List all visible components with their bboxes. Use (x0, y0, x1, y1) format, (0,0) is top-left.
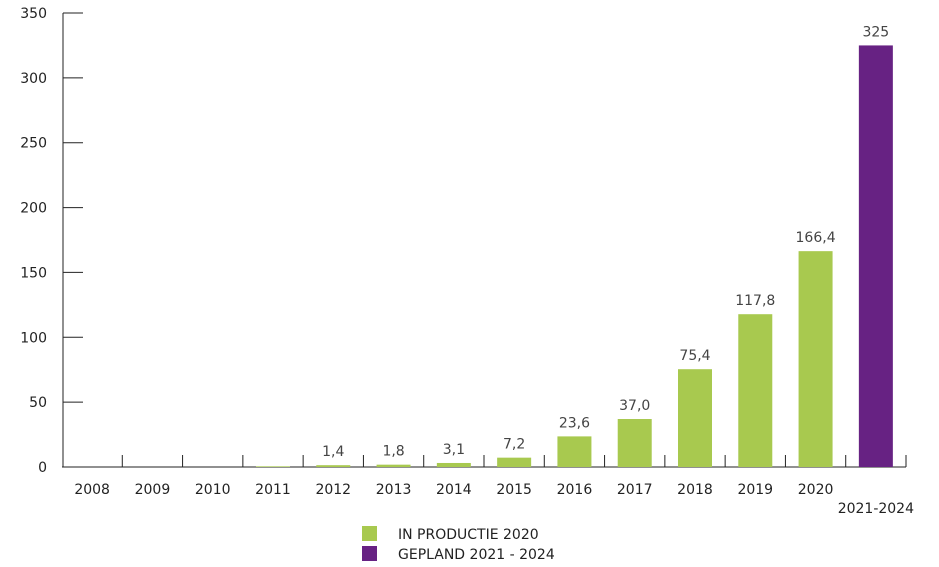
data-labels: 1,4 1,8 3,1 7,2 23,6 37,0 75,4 117,8 166,4 325 (322, 24, 889, 460)
legend-swatch-planned (362, 546, 377, 561)
y-tick-label: 250 (20, 136, 47, 152)
x-tick-label: 2008 (74, 482, 110, 498)
bar-2016 (557, 436, 592, 467)
y-tick-label: 200 (20, 201, 47, 217)
bar-2017 (617, 419, 652, 467)
bar-2014 (436, 462, 471, 467)
y-tick-label: 100 (20, 330, 47, 346)
y-tick-label: 50 (29, 395, 47, 411)
y-tick-label: 0 (38, 460, 47, 476)
y-tick-label: 150 (20, 265, 47, 281)
legend-label-planned: GEPLAND 2021 - 2024 (398, 547, 555, 563)
bar-2020 (798, 251, 833, 467)
data-label: 7,2 (503, 437, 525, 453)
bars (256, 45, 893, 468)
bar-2021-2024 (858, 45, 893, 468)
x-tick-label: 2017 (617, 482, 653, 498)
y-tick-label: 300 (20, 71, 47, 87)
x-tick-label: 2021-2024 (838, 501, 914, 517)
x-tick-label: 2010 (195, 482, 231, 498)
data-label: 75,4 (679, 348, 710, 364)
x-tick-label: 2019 (737, 482, 773, 498)
data-label: 1,4 (322, 444, 344, 460)
bar-2011 (256, 466, 290, 467)
data-label: 3,1 (443, 442, 465, 458)
bar-2015 (497, 457, 532, 467)
x-tick-label: 2020 (798, 482, 834, 498)
bar-2013 (376, 464, 411, 467)
x-tick-label: 2014 (436, 482, 472, 498)
y-tick-label: 350 (20, 6, 47, 22)
legend-label-production: IN PRODUCTIE 2020 (398, 527, 539, 543)
x-tick-label: 2011 (255, 482, 291, 498)
x-tick-label: 2018 (677, 482, 713, 498)
x-tick-label: 2009 (135, 482, 171, 498)
data-label: 117,8 (735, 293, 775, 309)
bar-2018 (678, 369, 712, 467)
data-label: 23,6 (559, 415, 590, 431)
legend: IN PRODUCTIE 2020 GEPLAND 2021 - 2024 (362, 526, 555, 563)
legend-swatch-production (362, 526, 377, 541)
x-tick-label: 2013 (376, 482, 412, 498)
bar-2012 (316, 465, 351, 467)
data-label: 37,0 (619, 398, 650, 414)
bar-2019 (738, 314, 773, 467)
x-axis: 2008 2009 2010 2011 2012 2013 2014 2015 2016 2017… (62, 455, 914, 517)
data-label: 325 (862, 24, 889, 40)
x-tick-label: 2016 (557, 482, 593, 498)
data-label: 166,4 (796, 230, 836, 246)
y-axis: 0 50 100 150 200 250 300 350 (20, 6, 83, 476)
data-label: 1,8 (382, 444, 404, 460)
x-tick-label: 2015 (496, 482, 532, 498)
x-tick-label: 2012 (315, 482, 351, 498)
